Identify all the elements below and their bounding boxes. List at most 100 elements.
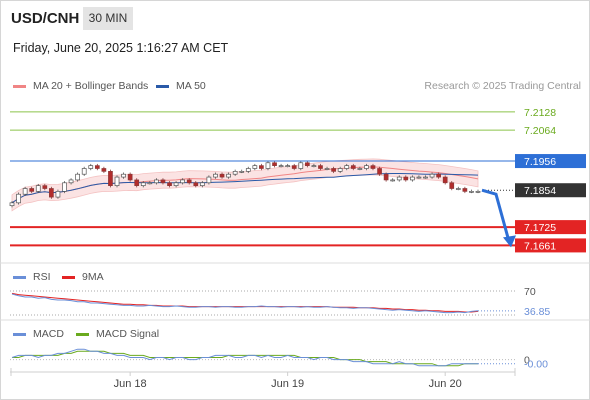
candle-body [108, 171, 113, 186]
candle-body [219, 173, 225, 178]
candle-body [298, 162, 304, 169]
candle-body [403, 176, 409, 181]
candle-body [475, 191, 481, 193]
rsi-level-label: 70 [524, 286, 536, 298]
macd-current-label: -0.00 [524, 359, 548, 371]
candle-body [429, 173, 435, 178]
candle-body [94, 165, 100, 169]
candle-body [462, 188, 468, 192]
ma50-swatch [156, 84, 169, 88]
candle-body [324, 168, 330, 170]
candle-body [9, 202, 15, 207]
credit-text: Research © 2025 Trading Central [424, 80, 581, 92]
macd-line [11, 348, 478, 367]
candle-body [337, 168, 343, 172]
candle-body [180, 179, 185, 184]
candle-body [29, 188, 35, 192]
candle-body [291, 165, 297, 169]
level-label-box-support [515, 220, 586, 235]
candle-body [436, 173, 441, 178]
candle-body [193, 182, 199, 186]
candles [9, 161, 481, 208]
candle-body [22, 188, 28, 195]
candle-body [318, 165, 323, 169]
x-tick-label: Jun 18 [114, 378, 147, 390]
legend-macd-label: MACD [33, 328, 64, 340]
candle-body [331, 168, 336, 172]
rsi-current-label: 36.85 [524, 306, 550, 318]
candle-body [186, 179, 192, 184]
level-label: 7.2128 [524, 107, 556, 119]
candle-body [199, 182, 205, 186]
candle-body [455, 188, 461, 190]
projection-arrow [481, 188, 511, 242]
legend-ma20: MA 20 + Bollinger Bands [13, 80, 148, 92]
candle-body [213, 173, 218, 178]
legend-macd-signal-label: MACD Signal [96, 328, 160, 340]
candle-body [239, 171, 245, 173]
candle-body [272, 162, 277, 166]
candle-body [121, 173, 126, 178]
rsi-swatch [13, 275, 26, 279]
level-label: 7.1956 [524, 156, 556, 168]
candle-body [167, 182, 172, 186]
legend-macd: MACD [13, 328, 64, 340]
timestamp: Friday, June 20, 2025 1:16:27 AM CET [13, 41, 229, 55]
candle-body [68, 179, 74, 184]
bollinger-band [11, 158, 479, 212]
candle-body [55, 191, 61, 198]
ma9-swatch [62, 275, 75, 279]
candle-body [226, 173, 231, 178]
level-label-box-support [515, 238, 586, 253]
ma50-line [11, 173, 479, 204]
candle-body [449, 182, 455, 189]
legend-ma50-label: MA 50 [176, 80, 206, 92]
level-label-box-current [515, 183, 586, 198]
candle-body [127, 173, 133, 181]
legend-9ma: 9MA [62, 271, 104, 283]
candle-body [410, 176, 415, 181]
level-label: 7.1854 [524, 185, 556, 197]
candle-body [140, 182, 146, 186]
candle-body [285, 165, 291, 167]
rsi-line [11, 293, 479, 314]
level-label: 7.1661 [524, 240, 556, 252]
x-tick-label: Jun 20 [429, 378, 462, 390]
symbol-title: USD/CNH [11, 10, 80, 27]
candle-body [390, 179, 396, 182]
macd-level-label: 0 [524, 355, 530, 367]
legend-9ma-label: 9MA [82, 271, 104, 283]
candle-body [423, 176, 428, 179]
level-label: 7.2064 [524, 125, 556, 137]
timeframe-button[interactable]: 30 MIN [83, 7, 133, 30]
x-tick-label: Jun 19 [271, 378, 304, 390]
candle-body [442, 176, 448, 184]
candle-body [173, 182, 179, 186]
candle-body [252, 165, 258, 169]
candle-body [377, 168, 382, 175]
candle-body [154, 179, 159, 184]
rsi-9ma-line [11, 292, 479, 313]
projection-arrowhead [503, 235, 516, 248]
legend-macd-signal: MACD Signal [76, 328, 159, 340]
candle-body [311, 165, 317, 167]
candle-body [75, 173, 80, 181]
candle-body [396, 176, 402, 181]
candle-body [265, 162, 271, 169]
macd-swatch [13, 332, 26, 336]
candle-body [49, 188, 54, 198]
level-label-box-pivot [515, 154, 586, 169]
legend-rsi-label: RSI [33, 271, 51, 283]
legend-rsi: RSI [13, 271, 51, 283]
candle-body [357, 168, 363, 170]
candle-body [42, 185, 48, 189]
candle-body [259, 165, 264, 169]
ma20-swatch [13, 84, 26, 88]
candle-body [364, 165, 369, 169]
candle-body [305, 162, 310, 166]
candle-body [383, 173, 389, 181]
candle-body [81, 168, 87, 175]
candle-body [88, 165, 94, 169]
candle-body [147, 182, 153, 185]
